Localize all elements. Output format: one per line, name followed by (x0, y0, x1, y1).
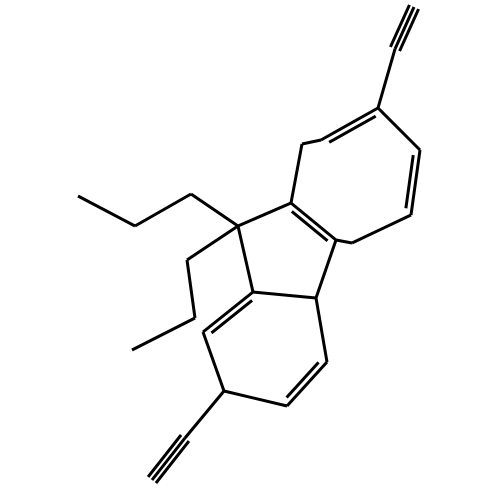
molecule-diagram (0, 0, 500, 500)
